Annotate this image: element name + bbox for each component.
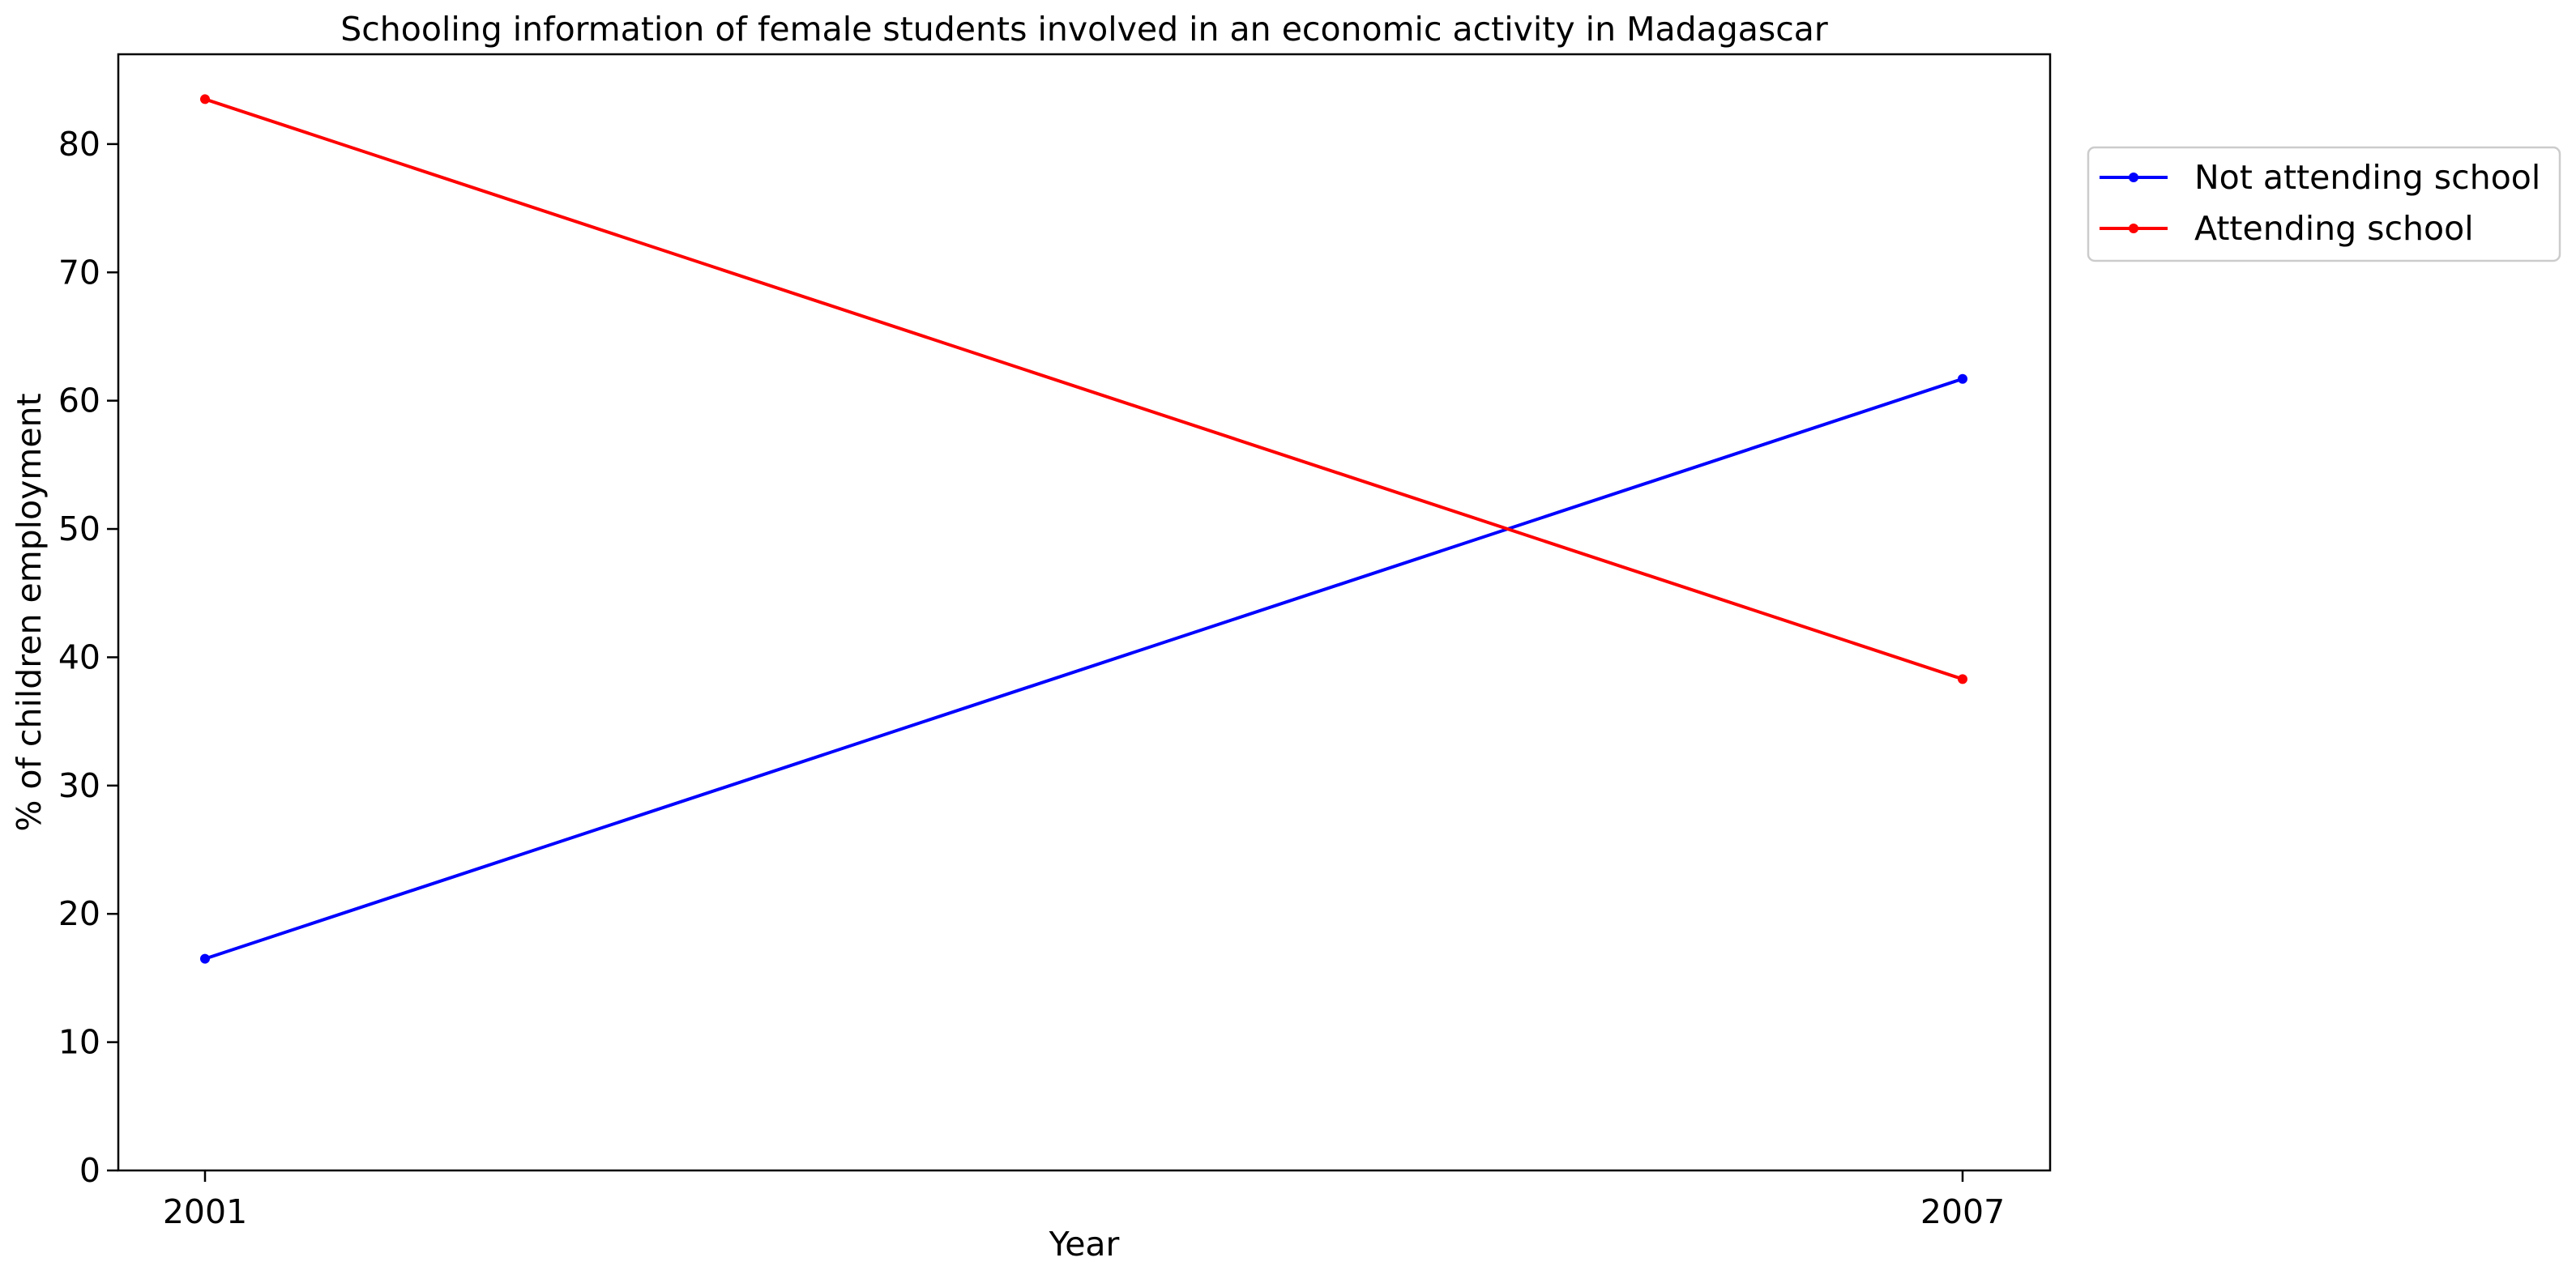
series-line-0 [204, 377, 1963, 961]
y-tick-label: 10 [58, 1023, 100, 1062]
legend-box [2087, 146, 2561, 262]
y-tick-label: 30 [58, 766, 100, 805]
legend: Not attending school Attending school [2087, 146, 2561, 262]
x-axis: 2001 2007 [163, 1170, 2005, 1231]
y-axis: 0 10 20 30 40 50 60 70 80 [58, 125, 118, 1190]
chart-title: Schooling information of female students… [340, 10, 1828, 49]
plot-area [117, 53, 2052, 1172]
y-tick-label: 20 [58, 894, 100, 933]
series-layer [200, 94, 1967, 964]
y-tick-label: 80 [58, 125, 100, 164]
plot-frame [117, 53, 2052, 1172]
x-tick-label: 2001 [163, 1192, 247, 1231]
data-point [200, 953, 210, 964]
legend-marker [2129, 173, 2138, 182]
data-point [1958, 674, 1967, 684]
y-tick-label: 50 [58, 509, 100, 548]
x-axis-label: Year [1049, 1225, 1120, 1264]
data-point [200, 94, 210, 104]
data-point [1958, 373, 1967, 384]
legend-label: Not attending school [2194, 158, 2540, 197]
y-tick-label: 70 [58, 253, 100, 292]
x-tick-label: 2007 [1920, 1192, 2005, 1231]
y-tick-label: 40 [58, 637, 100, 676]
y-axis-label: % of children employment [10, 393, 49, 831]
legend-label: Attending school [2194, 209, 2474, 248]
y-tick-label: 0 [79, 1151, 100, 1190]
legend-marker [2129, 224, 2138, 233]
series-line-1 [204, 97, 1963, 681]
y-tick-label: 60 [58, 382, 100, 420]
